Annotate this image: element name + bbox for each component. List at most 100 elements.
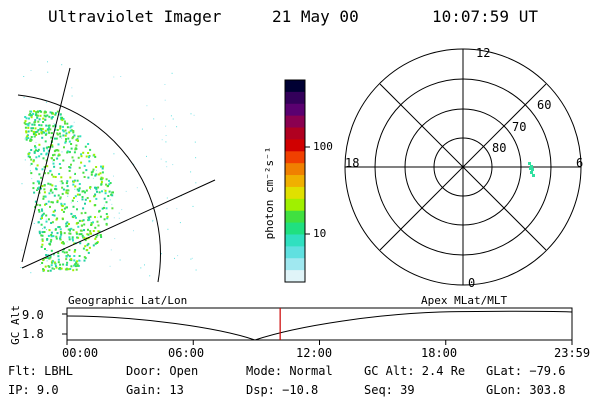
emission-dot — [113, 153, 115, 155]
emission-dot — [47, 124, 50, 127]
emission-dot — [68, 236, 71, 239]
emission-dot — [69, 258, 72, 261]
emission-dot — [28, 117, 30, 120]
emission-dot — [30, 172, 33, 175]
emission-dot — [65, 132, 68, 135]
emission-dot — [164, 99, 166, 101]
emission-dot — [100, 165, 102, 168]
emission-dot — [54, 149, 57, 152]
emission-dot — [83, 176, 86, 178]
emission-dot — [44, 133, 47, 136]
emission-dot — [23, 121, 26, 124]
emission-dot — [193, 114, 195, 116]
emission-dot — [53, 261, 56, 264]
colorbar-band — [285, 127, 305, 141]
emission-dot — [105, 207, 108, 210]
emission-dot — [46, 146, 49, 149]
emission-dot — [80, 161, 83, 164]
emission-dot — [94, 174, 97, 177]
emission-dot — [47, 234, 50, 237]
emission-dot — [58, 132, 61, 135]
emission-dot — [50, 235, 53, 238]
emission-dot — [37, 148, 40, 151]
emission-dot — [42, 268, 45, 271]
emission-dot — [61, 205, 64, 207]
emission-dot — [176, 208, 178, 210]
emission-dot — [83, 164, 86, 167]
emission-dot — [32, 182, 35, 185]
emission-dot — [46, 238, 49, 241]
emission-dot — [72, 239, 74, 242]
emission-dot — [40, 215, 43, 218]
emission-dot — [38, 232, 41, 235]
emission-dot — [47, 149, 50, 152]
emission-dot — [60, 202, 63, 205]
emission-dot — [27, 124, 30, 127]
emission-dot — [59, 197, 62, 200]
emission-dot — [86, 244, 89, 247]
emission-dot — [24, 120, 27, 123]
emission-dot — [36, 116, 39, 119]
emission-dot — [35, 111, 38, 114]
emission-dot — [41, 231, 44, 234]
emission-dot — [75, 231, 78, 234]
emission-dot — [106, 215, 109, 218]
emission-dot — [41, 239, 44, 242]
emission-dot — [141, 128, 143, 130]
emission-dot — [21, 249, 23, 251]
emission-dot — [45, 101, 47, 103]
emission-dot — [59, 228, 62, 231]
geographic-image-panel — [17, 61, 216, 283]
emission-dot — [49, 269, 52, 272]
emission-dot — [97, 186, 100, 189]
emission-dot — [44, 118, 47, 121]
polar-spot-pixel — [530, 171, 533, 174]
emission-dot — [57, 194, 60, 197]
emission-dot — [41, 217, 43, 220]
emission-dot — [69, 268, 72, 270]
emission-dot — [63, 251, 66, 254]
emission-dot — [30, 149, 33, 151]
emission-dot — [71, 237, 74, 240]
emission-dot — [58, 173, 61, 175]
emission-dot — [30, 138, 33, 141]
emission-dot — [89, 215, 92, 218]
emission-dot — [56, 201, 59, 204]
timeline-right-label: Apex MLat/MLT — [421, 294, 508, 307]
emission-dot — [78, 259, 81, 262]
emission-dot — [41, 130, 44, 133]
emission-dot — [108, 183, 111, 186]
emission-dot — [46, 148, 48, 150]
emission-dot — [43, 231, 46, 233]
emission-dot — [41, 185, 44, 188]
emission-dot — [81, 190, 84, 193]
emission-dot — [29, 165, 31, 167]
emission-dot — [30, 129, 33, 132]
emission-dot — [108, 179, 110, 182]
emission-dot — [64, 140, 67, 143]
emission-dot — [59, 230, 62, 233]
emission-dot — [67, 254, 69, 257]
emission-dot — [32, 160, 35, 163]
emission-dot — [44, 265, 47, 268]
emission-dot — [85, 169, 88, 172]
emission-dot — [61, 151, 63, 153]
emission-dot — [47, 61, 48, 63]
emission-dot — [61, 64, 63, 66]
emission-dot — [53, 137, 56, 140]
timeline-xtick-0: 00:00 — [62, 346, 99, 360]
emission-dot — [71, 137, 74, 140]
emission-dot — [44, 203, 46, 206]
emission-dot — [113, 76, 115, 78]
emission-dot — [52, 235, 55, 238]
emission-dot — [171, 72, 173, 74]
emission-dot — [67, 195, 69, 197]
emission-dot — [96, 169, 97, 171]
emission-dot — [95, 236, 98, 238]
emission-dot — [59, 263, 62, 266]
emission-dot — [56, 129, 59, 131]
emission-dot — [88, 218, 91, 221]
emission-dot — [65, 182, 68, 185]
emission-dot — [51, 267, 54, 270]
geo-limb-arc — [17, 94, 161, 283]
